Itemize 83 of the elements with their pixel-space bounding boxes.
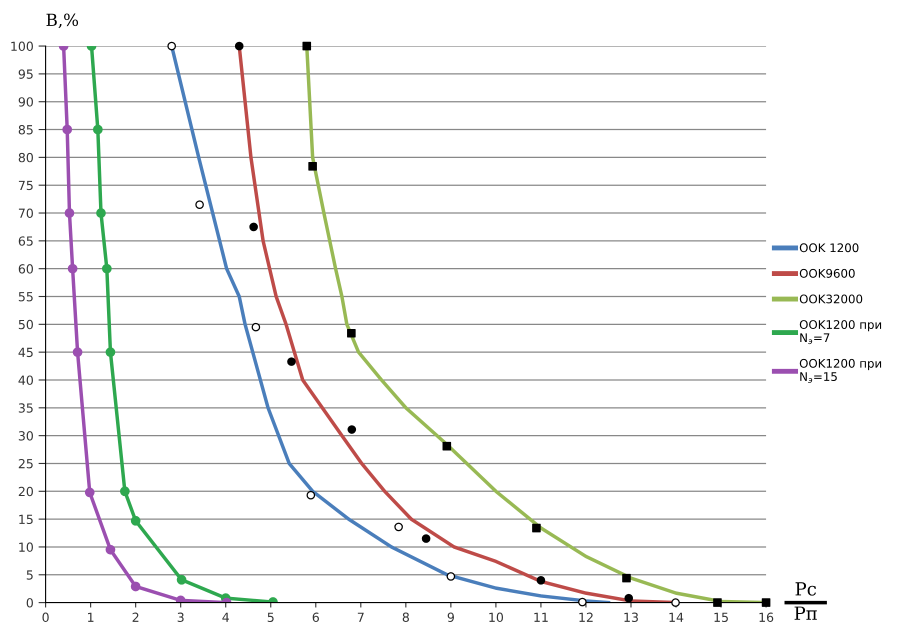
y-tick-label: 20 xyxy=(18,486,33,496)
y-tick-label: 90 xyxy=(18,97,33,107)
x-tick-label: 6 xyxy=(312,612,319,622)
point xyxy=(64,208,74,218)
y-tick-label: 45 xyxy=(18,348,33,358)
y-tick-label: 5 xyxy=(26,570,33,580)
y-tick-label: 85 xyxy=(18,125,33,134)
point xyxy=(446,572,456,581)
y-tick-label: 70 xyxy=(18,208,33,218)
point xyxy=(624,594,634,602)
legend-label: OOK1200 при N$_{э}$=7 xyxy=(800,320,882,344)
y-tick-label: 0 xyxy=(26,598,33,608)
point xyxy=(102,264,112,274)
point xyxy=(308,162,317,171)
point xyxy=(394,522,403,532)
y-tick-label: 55 xyxy=(18,292,33,302)
x-tick-label: 2 xyxy=(132,612,138,622)
x-tick-label: 1 xyxy=(88,612,94,622)
x-tick-label: 7 xyxy=(358,612,364,622)
point xyxy=(442,442,452,451)
point xyxy=(120,486,130,496)
y-tick-label: 75 xyxy=(18,180,33,190)
legend-label: OOK9600 xyxy=(800,268,855,278)
y-tick-label: 25 xyxy=(18,458,33,468)
point xyxy=(62,124,72,134)
point xyxy=(287,357,296,366)
x-tick-label: 12 xyxy=(579,612,593,622)
x-tick-label: 15 xyxy=(714,612,728,622)
point xyxy=(84,488,95,498)
y-tick-label: 30 xyxy=(18,431,33,441)
point xyxy=(249,222,258,232)
x-tick-label: 3 xyxy=(178,612,184,622)
legend-label: OOK1200 при N$_{э}$=15 xyxy=(800,358,882,383)
point xyxy=(72,347,82,358)
x-tick-label: 16 xyxy=(760,612,774,622)
point xyxy=(234,42,244,50)
x-tick-label: 9 xyxy=(448,612,454,622)
point xyxy=(195,200,204,209)
x-tick-label: 10 xyxy=(489,612,504,622)
y-tick-label: 50 xyxy=(18,320,33,330)
point xyxy=(68,264,78,274)
y-tick-label: 60 xyxy=(18,264,33,274)
point xyxy=(536,576,546,585)
legend-label: OOK32000 xyxy=(800,294,862,304)
y-tick-label: 80 xyxy=(18,152,33,162)
y-tick-label: 35 xyxy=(18,403,33,413)
point xyxy=(176,574,186,585)
point xyxy=(306,490,316,500)
point xyxy=(167,42,176,50)
point xyxy=(252,322,260,332)
point xyxy=(176,596,186,603)
legend-label: OOK 1200 xyxy=(800,243,858,252)
point xyxy=(96,208,106,218)
point xyxy=(713,598,722,607)
x-tick-label: 8 xyxy=(402,612,409,622)
point xyxy=(762,598,770,607)
x-tick-label: 5 xyxy=(268,612,274,622)
y-tick-label: 65 xyxy=(18,236,33,246)
point xyxy=(532,524,541,532)
point xyxy=(422,534,430,543)
y-tick-label: 100 xyxy=(11,42,33,51)
point xyxy=(578,598,587,606)
y-axis-title: B,% xyxy=(46,14,78,28)
point xyxy=(92,124,103,134)
y-tick-label: 95 xyxy=(18,69,33,79)
y-tick-label: 15 xyxy=(19,514,33,524)
point xyxy=(106,347,116,358)
point xyxy=(106,544,116,555)
point xyxy=(130,516,141,526)
x-tick-label: 4 xyxy=(222,612,229,622)
point xyxy=(622,574,631,582)
point xyxy=(347,328,356,338)
x-axis-title: Pc Pп xyxy=(794,582,817,620)
point xyxy=(302,42,312,50)
x-tick-label: 13 xyxy=(624,612,638,622)
x-tick-label: 11 xyxy=(534,612,548,622)
y-tick-label: 40 xyxy=(18,375,33,385)
y-tick-label: 10 xyxy=(19,542,33,552)
x-tick-label: 14 xyxy=(669,612,684,622)
point xyxy=(671,598,680,607)
point xyxy=(348,425,356,434)
point xyxy=(130,582,141,592)
x-tick-label: 0 xyxy=(42,612,49,622)
